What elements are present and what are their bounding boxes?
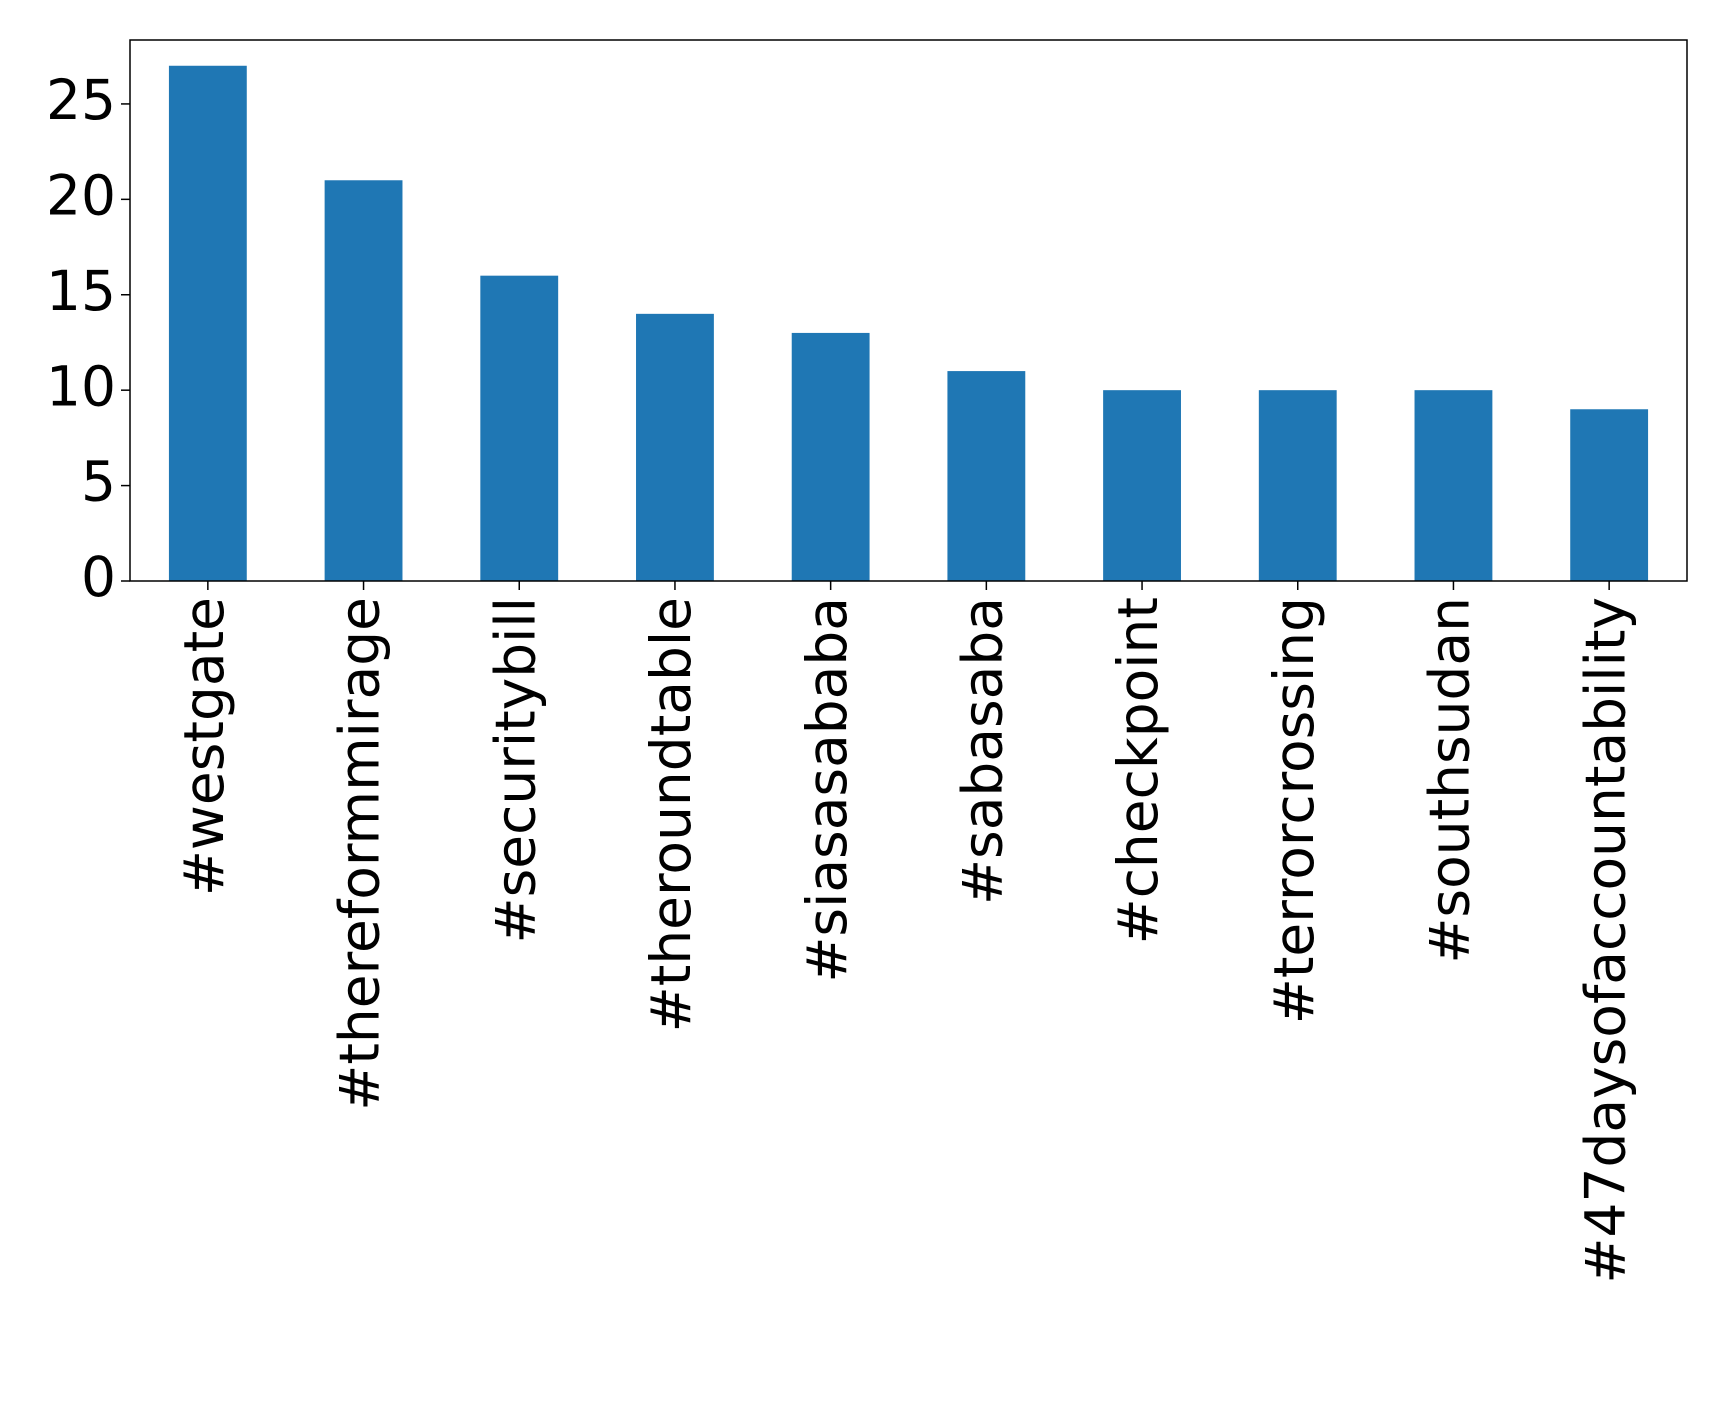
x-tick-label: #terrorcrossing bbox=[1262, 597, 1326, 1024]
bar bbox=[1570, 409, 1649, 581]
bar bbox=[480, 275, 559, 581]
y-tick-label: 25 bbox=[46, 68, 116, 132]
y-tick-label: 0 bbox=[81, 545, 116, 609]
x-tick-label: #southsudan bbox=[1418, 597, 1482, 964]
x-tick-label: #securitybill bbox=[483, 597, 547, 943]
x-tick-label: #westgate bbox=[172, 597, 236, 896]
plot-frame bbox=[129, 39, 1688, 582]
y-tick-label: 15 bbox=[46, 259, 116, 323]
x-tick-label: #47daysofaccountability bbox=[1573, 597, 1637, 1284]
bar bbox=[791, 332, 870, 581]
bar bbox=[1103, 390, 1181, 581]
x-tick-label: #checkpoint bbox=[1106, 597, 1170, 944]
y-tick-label: 20 bbox=[46, 163, 116, 227]
bar bbox=[168, 65, 247, 581]
x-tick-label: #siasasababa bbox=[795, 597, 859, 983]
bar bbox=[1258, 390, 1337, 581]
bar bbox=[1414, 390, 1493, 581]
y-tick-label: 5 bbox=[81, 450, 116, 514]
y-tick-label: 10 bbox=[46, 354, 116, 418]
bar bbox=[324, 180, 403, 581]
bar bbox=[947, 371, 1026, 581]
x-tick-label: #sabasaba bbox=[950, 597, 1014, 905]
x-tick-label: #thereformmirage bbox=[328, 597, 392, 1111]
bar bbox=[636, 313, 714, 581]
x-tick-label: #theroundtable bbox=[639, 597, 703, 1032]
